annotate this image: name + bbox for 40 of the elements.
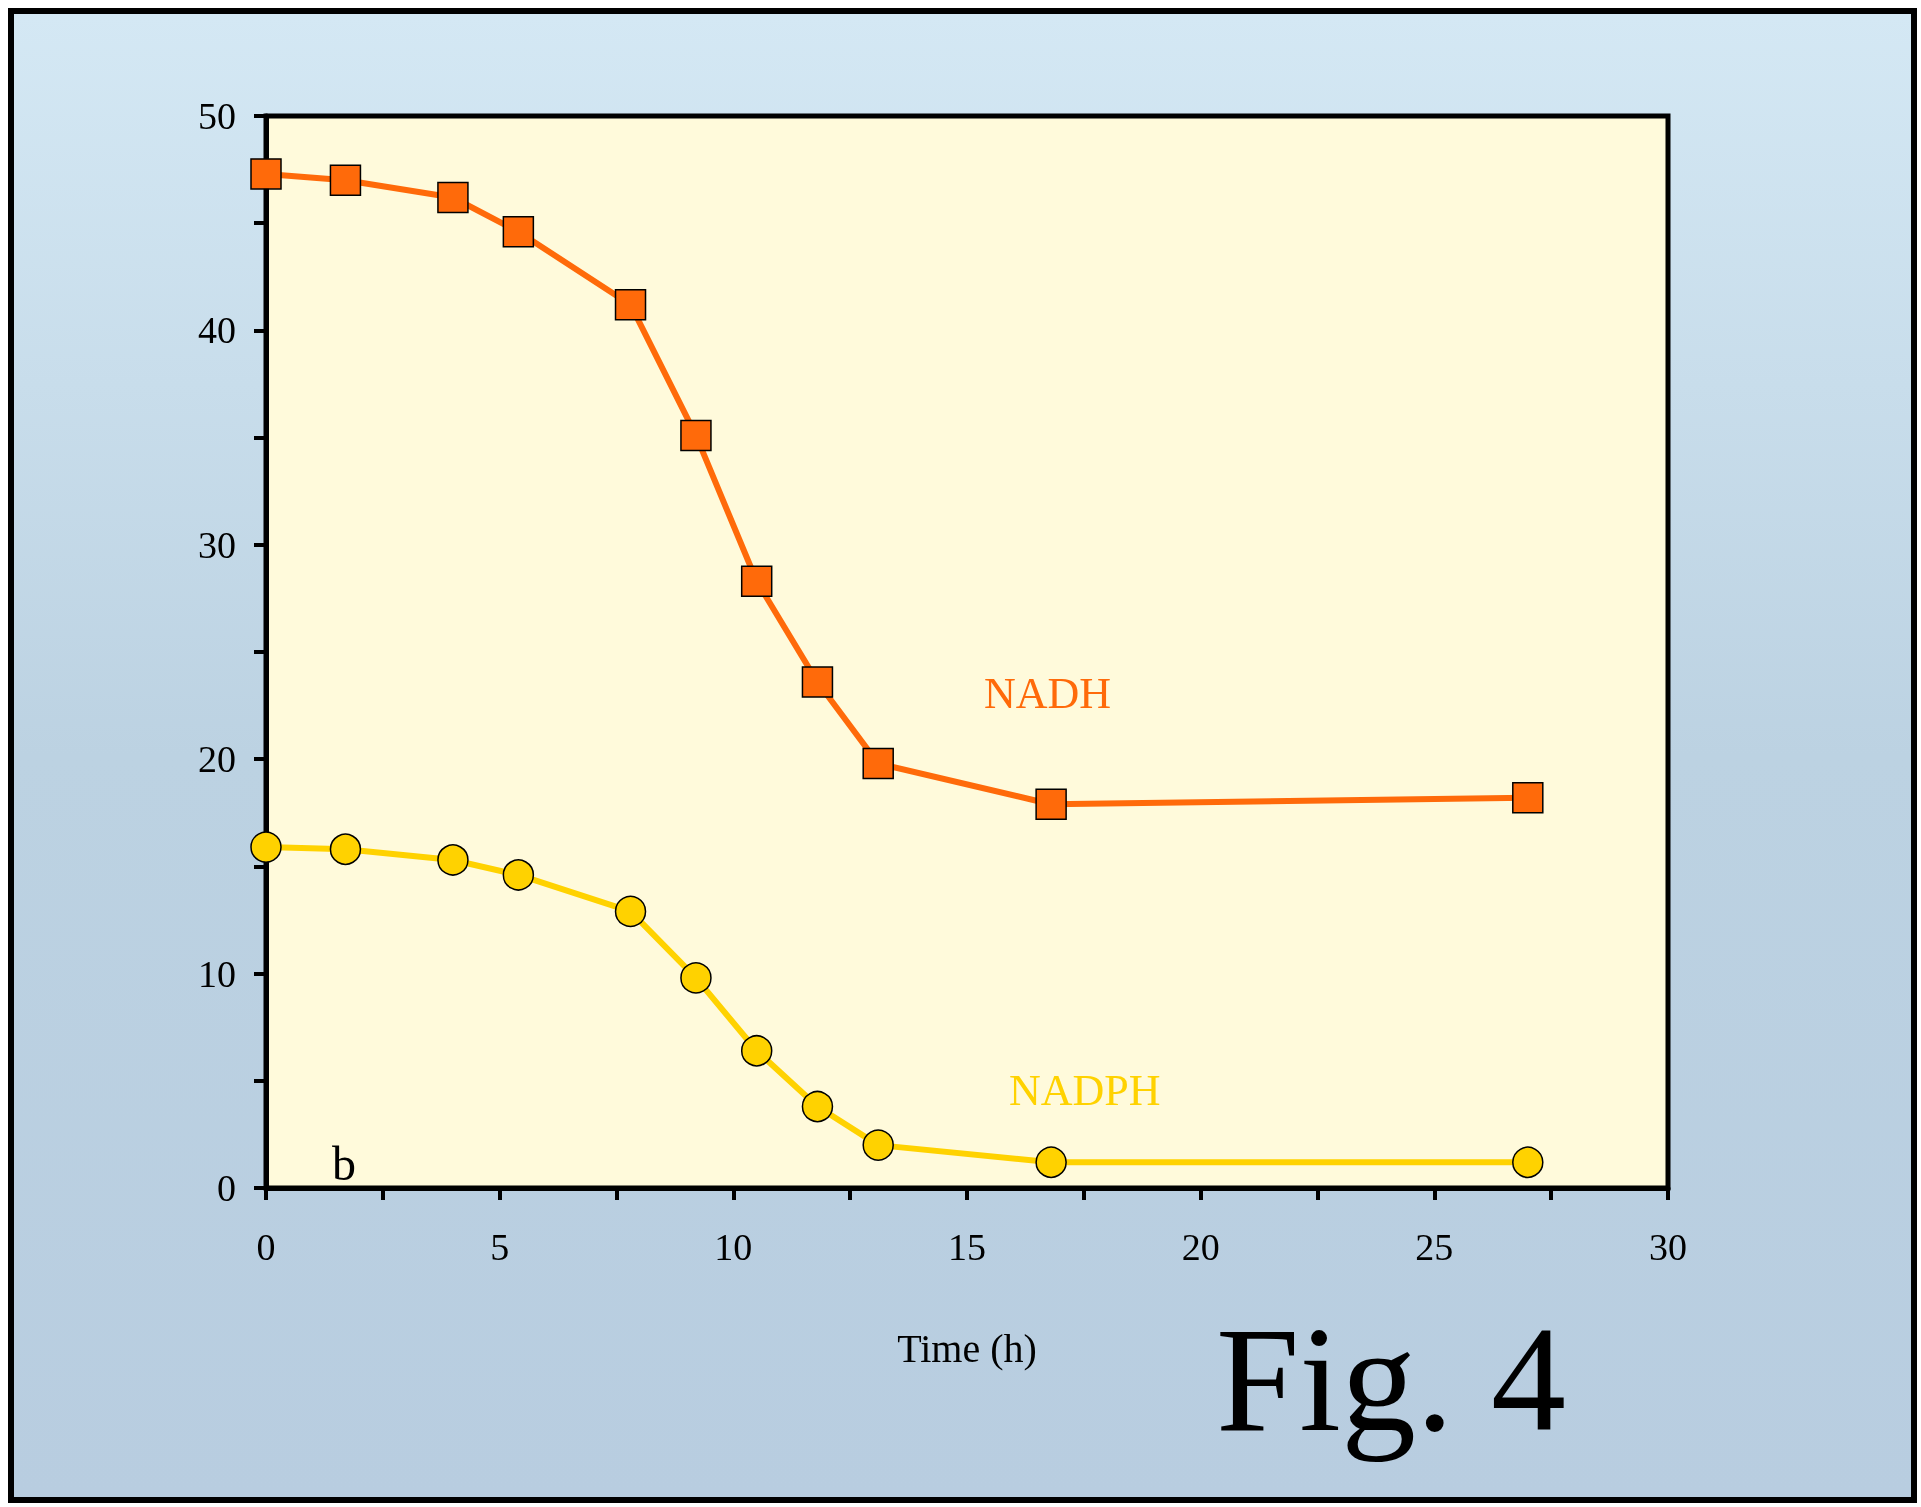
caption: Fig. 4 (1215, 1296, 1567, 1462)
point (614, 895, 647, 928)
x-tick-label: 15 (948, 1226, 986, 1268)
point (862, 747, 894, 780)
x-tick-label: 10 (714, 1226, 753, 1268)
point (250, 831, 282, 863)
point (1512, 1146, 1544, 1179)
point (862, 1129, 894, 1161)
point (680, 962, 712, 994)
y-tick-label: 40 (198, 309, 236, 352)
point (250, 158, 282, 190)
annotation: b (332, 1136, 356, 1190)
x-tick-label: 5 (490, 1226, 510, 1268)
point (437, 181, 469, 214)
point (740, 565, 773, 597)
point (614, 288, 647, 321)
y-tick-label: 50 (198, 95, 236, 137)
x-axis-title: Time (h) (897, 1325, 1037, 1371)
point (680, 419, 712, 452)
series-label: NADPH (1008, 1065, 1161, 1115)
point (329, 833, 362, 865)
x-tick-label: 30 (1649, 1226, 1687, 1268)
point (1035, 788, 1067, 820)
y-tick-label: 30 (198, 523, 236, 566)
x-tick-label: 0 (256, 1226, 276, 1268)
y-tick-label: 20 (198, 738, 236, 781)
x-tick-label: 25 (1415, 1226, 1454, 1268)
point (502, 216, 535, 248)
point (801, 666, 834, 698)
point (740, 1035, 773, 1067)
point (329, 164, 362, 197)
point (1512, 782, 1544, 814)
y-tick-label: 10 (198, 952, 236, 995)
series-label: NADH (983, 668, 1112, 718)
point (801, 1090, 834, 1123)
y-tick-label: 0 (217, 1167, 236, 1209)
point (437, 844, 469, 876)
x-tick-label: 20 (1181, 1226, 1220, 1268)
point (1035, 1146, 1067, 1179)
point (502, 859, 535, 891)
